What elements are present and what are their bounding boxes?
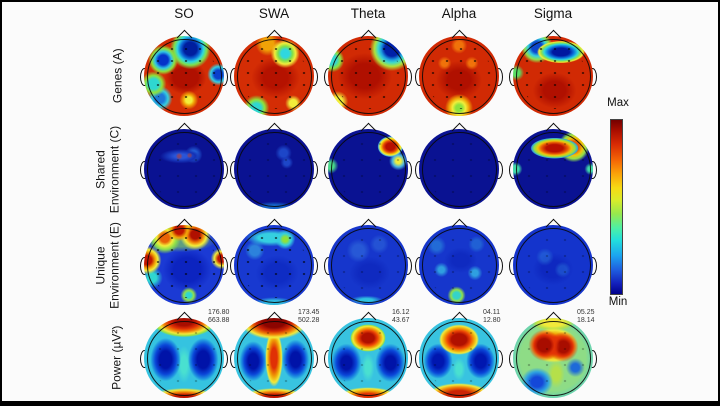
colorbar-max-label: Max [607, 97, 629, 109]
head-outline [515, 131, 591, 207]
topomap-power-alpha: 04.11 12.80 [415, 309, 503, 398]
head-outline [146, 320, 222, 396]
topomap-genes-theta [324, 29, 412, 116]
head-outline [330, 131, 406, 207]
topomap-shared-swa [230, 122, 318, 209]
colorbar [610, 119, 623, 295]
scale-value: 18.14 [577, 316, 595, 324]
head-outline [330, 320, 406, 396]
scale-value: 05.25 [577, 309, 595, 316]
scale-value: 43.67 [392, 316, 410, 324]
topomap-unique-sigma [509, 218, 597, 305]
scale-value: 176.80 [208, 309, 230, 316]
row-label-line: Power (µV²) [109, 325, 124, 390]
scale-value: 12.80 [483, 316, 501, 324]
head-outline [330, 227, 406, 303]
power-scale-values-theta: 16.12 43.67 [392, 309, 438, 324]
topomap-genes-so [140, 29, 228, 116]
topomap-genes-swa [230, 29, 318, 116]
scale-value: 04.11 [483, 309, 500, 316]
head-outline [146, 38, 222, 114]
topomap-power-sigma: 05.25 18.14 [509, 309, 597, 398]
head-outline [146, 227, 222, 303]
head-outline [146, 131, 222, 207]
topomap-shared-so [140, 122, 228, 209]
topomap-power-so: 176.80 663.88 [140, 309, 229, 398]
topomap-unique-swa [230, 218, 318, 305]
topomap-power-swa: 173.45 502.28 [230, 309, 319, 398]
scale-value: 173.45 [298, 309, 320, 316]
scale-value: 502.28 [298, 316, 320, 324]
topomap-unique-alpha [415, 218, 503, 305]
colorbar-min-label: Min [608, 296, 628, 308]
head-outline [421, 38, 497, 114]
column-header-swa: SWA [258, 6, 290, 21]
head-outline [421, 227, 497, 303]
head-outline [515, 38, 591, 114]
figure-canvas: SO SWA Theta Alpha Sigma Genes (A) Share… [2, 2, 718, 401]
head-outline [515, 320, 591, 396]
topomap-unique-theta [324, 218, 412, 305]
power-scale-values-alpha: 04.11 12.80 [483, 309, 529, 324]
head-outline [236, 320, 312, 396]
power-scale-values-sigma: 05.25 18.14 [577, 309, 623, 324]
scale-value: 16.12 [392, 309, 410, 316]
head-outline [330, 38, 406, 114]
head-outline [515, 227, 591, 303]
head-outline [421, 320, 497, 396]
power-scale-values-so: 176.80 663.88 [208, 309, 254, 324]
topomap-power-theta: 16.12 43.67 [324, 309, 412, 398]
head-outline [236, 227, 312, 303]
row-label-line: Unique [93, 246, 108, 285]
topomap-genes-sigma [509, 29, 597, 116]
topomap-genes-alpha [415, 29, 503, 116]
topomap-unique-so [140, 218, 228, 305]
scale-value: 663.88 [208, 316, 230, 324]
topomap-shared-alpha [415, 122, 503, 209]
topomap-shared-sigma [509, 122, 597, 209]
head-outline [236, 131, 312, 207]
column-header-sigma: Sigma [533, 6, 573, 21]
column-header-so: SO [174, 6, 194, 21]
column-header-alpha: Alpha [441, 6, 477, 21]
row-label-power: Power (µV²) [109, 283, 124, 406]
column-header-theta: Theta [350, 6, 386, 21]
power-scale-values-swa: 173.45 502.28 [298, 309, 344, 324]
head-outline [421, 131, 497, 207]
topomap-shared-theta [324, 122, 412, 209]
head-outline [236, 38, 312, 114]
